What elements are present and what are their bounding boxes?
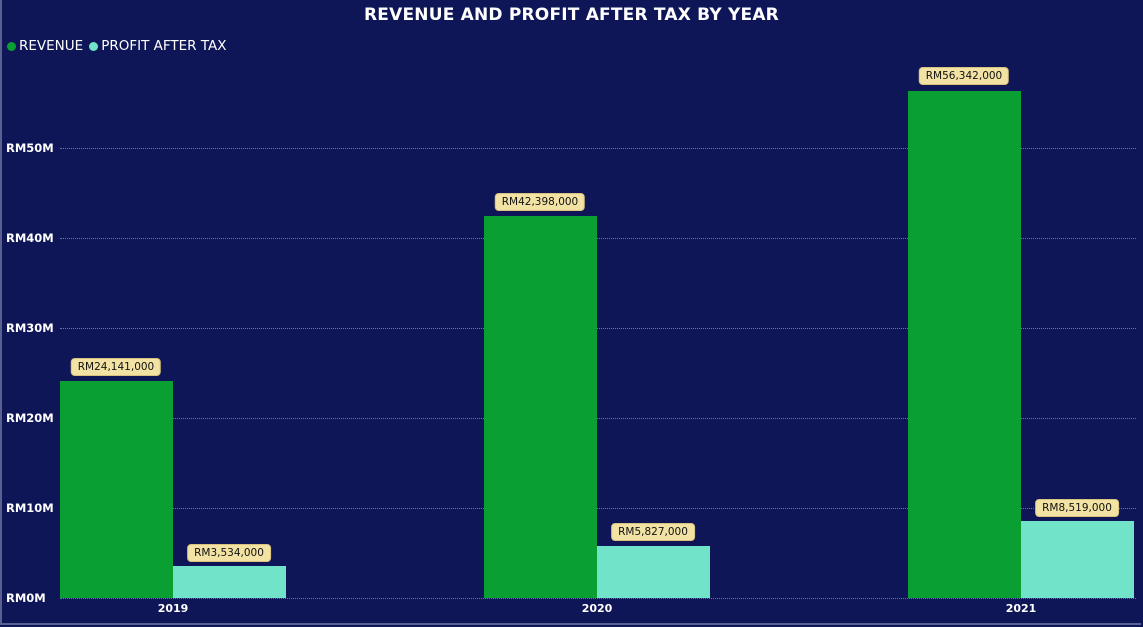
bar-profit-2020[interactable] [597,546,710,598]
gridline [60,148,1136,149]
y-tick: RM40M [6,231,54,245]
legend-dot-icon [7,41,16,51]
gridline [60,598,1136,599]
legend-dot-icon [89,41,99,51]
bar-revenue-2020[interactable] [484,216,597,598]
y-tick: RM50M [6,141,54,155]
chart-title: REVENUE AND PROFIT AFTER TAX BY YEAR [364,5,779,25]
x-tick: 2021 [1005,602,1037,615]
legend-label: PROFIT AFTER TAX [101,38,227,54]
legend-item-revenue[interactable]: REVENUE [7,38,83,54]
gridline [60,238,1136,239]
y-tick: RM10M [6,501,54,515]
data-label: RM56,342,000 [918,67,1010,85]
x-tick: 2020 [581,602,613,615]
legend-item-profit[interactable]: PROFIT AFTER TAX [89,38,227,54]
data-label: RM8,519,000 [1035,499,1119,517]
bar-revenue-2021[interactable] [908,91,1021,598]
y-tick: RM20M [6,411,54,425]
gridline [60,508,1136,509]
bar-revenue-2019[interactable] [60,381,173,598]
data-label: RM3,534,000 [187,544,271,562]
data-label: RM5,827,000 [611,523,695,541]
y-tick: RM30M [6,321,54,335]
gridline [60,418,1136,419]
legend: REVENUE PROFIT AFTER TAX [7,38,233,54]
x-tick: 2019 [157,602,189,615]
bar-profit-2021[interactable] [1021,521,1134,598]
data-label: RM24,141,000 [70,358,162,376]
data-label: RM42,398,000 [494,193,586,211]
y-tick: RM0M [6,591,46,605]
bar-profit-2019[interactable] [173,566,286,598]
gridline [60,328,1136,329]
legend-label: REVENUE [19,38,84,54]
